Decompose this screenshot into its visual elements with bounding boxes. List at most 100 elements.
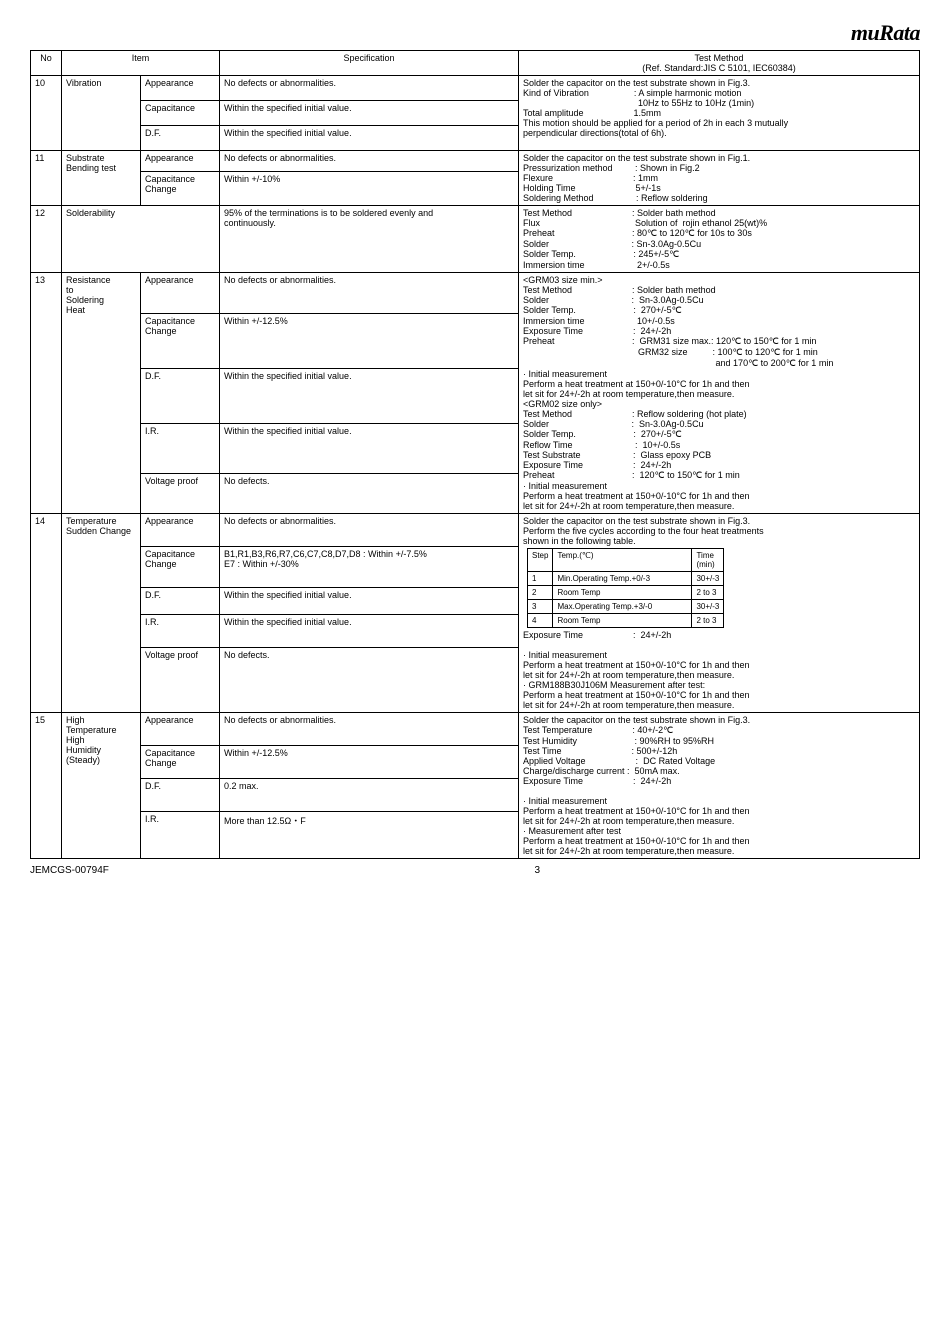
row-13-no: 13 — [31, 273, 62, 514]
text: Immersion time 2+/-0.5s — [523, 260, 915, 270]
text: let sit for 24+/-2h at room temperature,… — [523, 501, 915, 511]
text: Solder Temp. : 270+/-5℃ — [523, 429, 915, 440]
row-10: 10 Vibration Appearance No defects or ab… — [31, 76, 920, 101]
header-method-sub: (Ref. Standard:JIS C 5101, IEC60384) — [642, 63, 796, 73]
row-14-cap-spec: B1,R1,B3,R6,R7,C6,C7,C8,D7,D8 : Within +… — [220, 547, 519, 588]
td: Min.Operating Temp.+0/-3 — [553, 572, 692, 586]
header-no: No — [31, 51, 62, 76]
row-10-df-label: D.F. — [141, 126, 220, 151]
td: 2 — [528, 586, 553, 600]
td: 30+/-3 — [692, 572, 724, 586]
text: This motion should be applied for a peri… — [523, 118, 915, 128]
row-14-appearance-spec: No defects or abnormalities. — [220, 514, 519, 547]
row-15-no: 15 — [31, 713, 62, 859]
text: Perform a heat treatment at 150+0/-10°C … — [523, 690, 915, 700]
text: Perform a heat treatment at 150+0/-10°C … — [523, 491, 915, 501]
row-10-cap-label: Capacitance — [141, 101, 220, 126]
row-13-vp-label: Voltage proof — [141, 473, 220, 514]
text: Flux Solution of rojin ethanol 25(wt)% — [523, 218, 915, 228]
text: Kind of Vibration : A simple harmonic mo… — [523, 88, 915, 98]
text: Perform a heat treatment at 150+0/-10°C … — [523, 660, 915, 670]
text: Test Substrate : Glass epoxy PCB — [523, 450, 915, 460]
header-method: Test Method (Ref. Standard:JIS C 5101, I… — [519, 51, 920, 76]
row-15-item: High Temperature High Humidity (Steady) — [62, 713, 141, 859]
text: Flexure : 1mm — [523, 173, 915, 183]
row-11-item: Substrate Bending test — [62, 151, 141, 206]
row-14-method: Solder the capacitor on the test substra… — [519, 514, 920, 713]
row-13-appearance-spec: No defects or abnormalities. — [220, 273, 519, 314]
text: let sit for 24+/-2h at room temperature,… — [523, 846, 915, 856]
th: Time (min) — [692, 549, 724, 572]
text: Preheat : 80℃ to 120℃ for 10s to 30s — [523, 228, 915, 239]
text: · Initial measurement — [523, 481, 915, 491]
row-14-no: 14 — [31, 514, 62, 713]
text: Charge/discharge current : 50mA max. — [523, 766, 915, 776]
text: Exposure Time : 24+/-2h — [523, 776, 915, 786]
row-15-df-spec: 0.2 max. — [220, 779, 519, 812]
text: · Measurement after test — [523, 826, 915, 836]
footer: JEMCGS-00794F 3 — [30, 865, 920, 876]
text: · Initial measurement — [523, 650, 915, 660]
text: Exposure Time : 24+/-2h — [523, 630, 915, 640]
text: Solder : Sn-3.0Ag-0.5Cu — [523, 239, 915, 249]
text: Preheat : GRM31 size max.: 120℃ to 150℃ … — [523, 336, 915, 347]
text: let sit for 24+/-2h at room temperature,… — [523, 700, 915, 710]
row-15-ir-label: I.R. — [141, 812, 220, 859]
row-10-df-spec: Within the specified initial value. — [220, 126, 519, 151]
text — [523, 786, 915, 796]
row-11-appearance-spec: No defects or abnormalities. — [220, 151, 519, 172]
row-11-appearance-label: Appearance — [141, 151, 220, 172]
text: Exposure Time : 24+/-2h — [523, 326, 915, 336]
row-15-method: Solder the capacitor on the test substra… — [519, 713, 920, 859]
text: Test Method : Solder bath method — [523, 208, 915, 218]
text: Holding Time 5+/-1s — [523, 183, 915, 193]
row-14-df-label: D.F. — [141, 588, 220, 615]
text: Solder the capacitor on the test substra… — [523, 516, 915, 526]
text: Total amplitude 1.5mm — [523, 108, 915, 118]
text: Pressurization method : Shown in Fig.2 — [523, 163, 915, 173]
row-15-df-label: D.F. — [141, 779, 220, 812]
footer-page: 3 — [534, 865, 540, 876]
text: <GRM02 size only> — [523, 399, 915, 409]
text: Test Temperature : 40+/-2℃ — [523, 725, 915, 736]
row-14: 14 Temperature Sudden Change Appearance … — [31, 514, 920, 547]
text: Immersion time 10+/-0.5s — [523, 316, 915, 326]
text: Test Time : 500+/-12h — [523, 746, 915, 756]
header-method-text: Test Method — [694, 53, 743, 63]
text: Solder : Sn-3.0Ag-0.5Cu — [523, 419, 915, 429]
row-11-cap-spec: Within +/-10% — [220, 171, 519, 205]
td: Room Temp — [553, 614, 692, 628]
row-15-ir-spec: More than 12.5Ω・F — [220, 812, 519, 859]
row-15-cap-spec: Within +/-12.5% — [220, 746, 519, 779]
text: Perform a heat treatment at 150+0/-10°C … — [523, 806, 915, 816]
text: let sit for 24+/-2h at room temperature,… — [523, 816, 915, 826]
row-10-method: Solder the capacitor on the test substra… — [519, 76, 920, 151]
text: Solder the capacitor on the test substra… — [523, 153, 915, 163]
header-spec: Specification — [220, 51, 519, 76]
footer-left: JEMCGS-00794F — [30, 865, 109, 876]
td: 2 to 3 — [692, 586, 724, 600]
row-14-item: Temperature Sudden Change — [62, 514, 141, 713]
text: Test Humidity : 90%RH to 95%RH — [523, 736, 915, 746]
text — [523, 640, 915, 650]
logo: muRata — [30, 20, 920, 46]
row-13-ir-spec: Within the specified initial value. — [220, 423, 519, 473]
row-13-ir-label: I.R. — [141, 423, 220, 473]
row-10-appearance-label: Appearance — [141, 76, 220, 101]
td: 4 — [528, 614, 553, 628]
text: let sit for 24+/-2h at room temperature,… — [523, 670, 915, 680]
td: 30+/-3 — [692, 600, 724, 614]
row-13-item: Resistance to Soldering Heat — [62, 273, 141, 514]
row-11-no: 11 — [31, 151, 62, 206]
row-12-spec: 95% of the terminations is to be soldere… — [220, 206, 519, 273]
row-14-vp-label: Voltage proof — [141, 648, 220, 713]
text: <GRM03 size min.> — [523, 275, 915, 285]
text: Solder Temp. : 245+/-5℃ — [523, 249, 915, 260]
row-12-method: Test Method : Solder bath method Flux So… — [519, 206, 920, 273]
row-13-cap-spec: Within +/-12.5% — [220, 313, 519, 368]
text: B1,R1,B3,R6,R7,C6,C7,C8,D7,D8 : Within +… — [224, 549, 514, 559]
text: Perform a heat treatment at 150+0/-10°C … — [523, 836, 915, 846]
row-11-cap-label: Capacitance Change — [141, 171, 220, 205]
row-14-ir-label: I.R. — [141, 615, 220, 648]
text: Solder the capacitor on the test substra… — [523, 715, 915, 725]
